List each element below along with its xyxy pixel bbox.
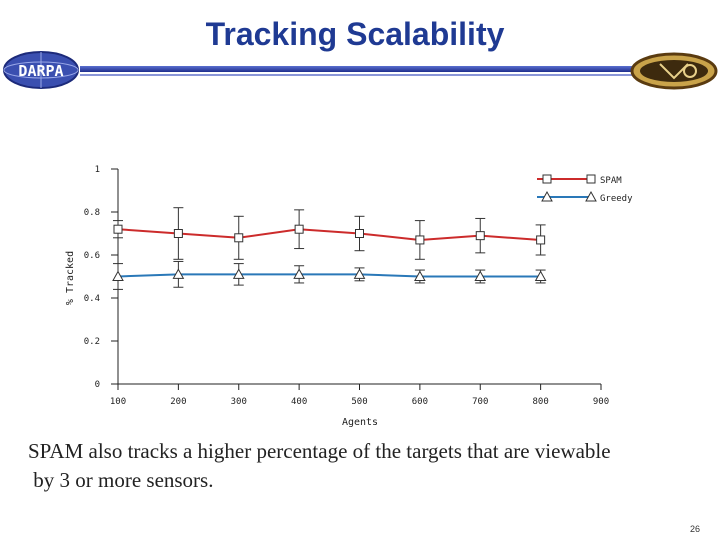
x-tick-label: 300 xyxy=(231,397,247,407)
spam-point xyxy=(113,224,123,234)
x-tick-label: 200 xyxy=(170,397,186,407)
greedy-point xyxy=(112,270,124,281)
greedy-point xyxy=(172,268,185,279)
spam-point xyxy=(355,229,364,238)
x-tick-label: 700 xyxy=(472,397,488,407)
y-tick-label: 0.4 xyxy=(84,294,100,304)
x-tick-label: 500 xyxy=(351,397,367,407)
y-tick-label: 1 xyxy=(95,165,100,175)
spam-point xyxy=(294,224,304,234)
spam-point xyxy=(234,233,244,243)
greedy-point xyxy=(474,270,487,281)
legend-marker-spam xyxy=(586,174,596,184)
caption-line-1: SPAM also tracks a higher percentage of … xyxy=(28,439,611,463)
greedy-series-line xyxy=(117,273,541,278)
page-number: 26 xyxy=(690,524,701,534)
greedy-point xyxy=(232,268,245,279)
x-tick-label: 800 xyxy=(532,397,548,407)
y-tick-label: 0.6 xyxy=(84,251,100,261)
tracking-chart: 0 0.2 0.4 0.6 0.8 1 100 200 300 400 500 600 700 800 90… xyxy=(65,165,633,428)
y-tick-label: 0.8 xyxy=(84,208,100,218)
legend-label-spam: SPAM xyxy=(600,176,622,186)
greedy-point xyxy=(293,268,305,279)
x-tick-label: 600 xyxy=(412,397,428,407)
legend-marker-greedy xyxy=(541,190,553,202)
y-tick-label: 0.2 xyxy=(84,337,100,347)
y-tick-label: 0 xyxy=(95,380,100,390)
x-axis-label: Agents xyxy=(342,417,378,428)
legend-marker-spam xyxy=(542,174,552,184)
spam-point xyxy=(475,231,485,241)
greedy-point xyxy=(414,270,426,281)
spam-point xyxy=(173,229,183,238)
spam-point xyxy=(536,235,546,245)
spam-point xyxy=(415,235,425,245)
greedy-point xyxy=(353,268,366,279)
spam-series-line xyxy=(117,228,541,241)
darpa-logo: DARPA xyxy=(3,51,79,89)
darpa-logo-text: DARPA xyxy=(18,62,63,80)
y-axis-label: % Tracked xyxy=(65,251,76,305)
header-rule xyxy=(80,66,632,72)
legend-label-greedy: Greedy xyxy=(600,194,633,204)
program-logo xyxy=(630,52,718,90)
caption-line-2: by 3 or more sensors. xyxy=(28,468,214,492)
x-tick-label: 100 xyxy=(110,397,126,407)
greedy-point xyxy=(534,270,547,281)
header-rule-thin xyxy=(80,74,632,76)
x-tick-label: 400 xyxy=(291,397,307,407)
slide-caption: SPAM also tracks a higher percentage of … xyxy=(28,437,708,495)
legend-marker-greedy xyxy=(585,190,597,202)
x-tick-label: 900 xyxy=(593,397,609,407)
slide-title: Tracking Scalability xyxy=(205,16,505,52)
